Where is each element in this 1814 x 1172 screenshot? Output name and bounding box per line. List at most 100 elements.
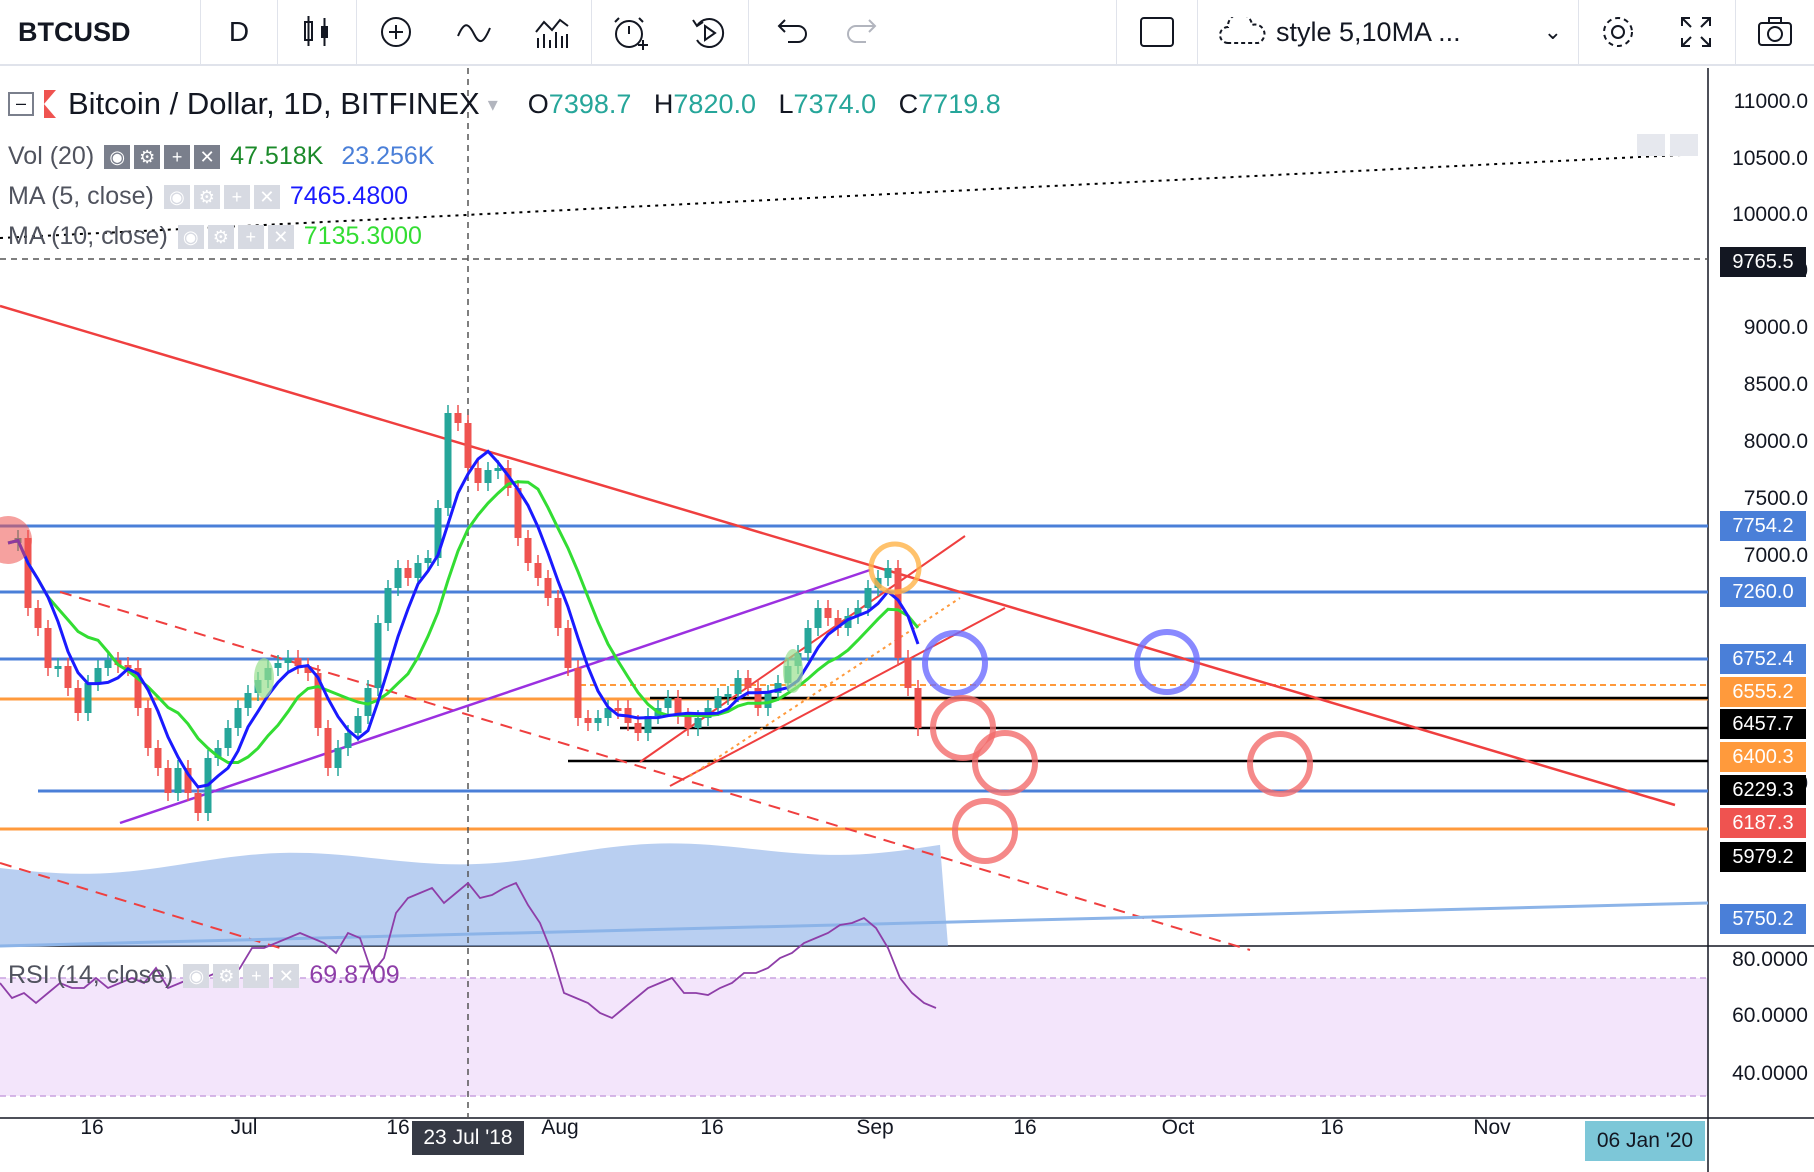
eye-icon[interactable]: ◉ <box>104 144 131 169</box>
candle-body <box>514 488 522 538</box>
add-icon[interactable]: + <box>164 144 191 169</box>
candle-body <box>34 608 42 628</box>
candle-body <box>394 568 402 588</box>
candle-body <box>524 538 532 563</box>
crosshair-date-label: 23 Jul '18 <box>412 1121 524 1155</box>
redo-icon[interactable] <box>827 0 905 65</box>
candle-body <box>734 678 742 694</box>
price-level-label: 5979.2 <box>1720 842 1806 872</box>
dashed-downtrend-line <box>59 591 1251 951</box>
candle-body <box>214 748 222 758</box>
close-icon[interactable]: ✕ <box>194 144 221 169</box>
undo-icon[interactable] <box>749 0 827 65</box>
ma5-label[interactable]: MA (5, close) <box>8 182 154 210</box>
time-tick: Jul <box>230 1116 258 1139</box>
rsi-line <box>0 881 937 1020</box>
gear-icon[interactable]: ⚙ <box>193 184 220 209</box>
interval-button[interactable]: D <box>228 16 250 47</box>
toolbar-divider <box>277 0 278 65</box>
chevron-down-icon: ⌄ <box>1543 19 1562 44</box>
price-tick: 10500.0 <box>1732 147 1808 170</box>
candle-body <box>914 688 922 728</box>
candle-body <box>804 628 812 653</box>
red-filled-marker <box>0 516 32 564</box>
symbol-title[interactable]: Bitcoin / Dollar, 1D, BITFINEX <box>68 86 480 121</box>
volume-ma-area <box>0 843 948 946</box>
close-icon[interactable]: ✕ <box>273 963 300 988</box>
price-tick: 7000.0 <box>1743 544 1808 567</box>
time-tick: 16 <box>80 1116 104 1139</box>
ma5-value: 7465.4800 <box>289 182 409 210</box>
candle-body <box>884 568 892 578</box>
bar-style-icon[interactable] <box>278 0 356 65</box>
financials-icon[interactable] <box>513 0 591 65</box>
gear-icon[interactable]: ⚙ <box>134 144 161 169</box>
eye-icon[interactable]: ◉ <box>163 184 190 209</box>
price-level-label: 6752.4 <box>1720 644 1806 674</box>
price-tick: 8000.0 <box>1743 430 1808 453</box>
candle-body <box>404 568 412 578</box>
layout-icon[interactable] <box>1117 0 1197 65</box>
goto-date-label[interactable]: 06 Jan '20 <box>1585 1121 1705 1161</box>
volume-label[interactable]: Vol (20) <box>8 142 95 170</box>
time-tick: 16 <box>1013 1116 1037 1139</box>
ma10-line <box>7 480 920 764</box>
ma10-label[interactable]: MA (10, close) <box>8 222 168 250</box>
compare-add-icon[interactable] <box>357 0 435 65</box>
toolbar-divider <box>1197 0 1198 65</box>
candle-body <box>154 748 162 768</box>
candle-body <box>244 693 252 708</box>
camera-icon[interactable] <box>1736 0 1814 65</box>
add-icon[interactable]: + <box>223 184 250 209</box>
symbol-search-button[interactable]: BTCUSD <box>18 16 131 47</box>
eye-icon[interactable]: ◉ <box>183 963 210 988</box>
candle-body <box>94 668 102 683</box>
add-icon[interactable]: + <box>237 224 264 249</box>
price-level-label: 7754.2 <box>1720 511 1806 541</box>
open-value: 7398.7 <box>548 88 632 119</box>
close-icon[interactable]: ✕ <box>253 184 280 209</box>
replay-icon[interactable] <box>670 0 748 65</box>
close-icon[interactable]: ✕ <box>267 224 294 249</box>
candle-body <box>314 673 322 728</box>
red-circle-marker <box>952 798 1018 864</box>
chevron-down-icon[interactable]: ▾ <box>487 93 498 116</box>
price-chart[interactable] <box>0 68 1814 1172</box>
candle-body <box>334 748 342 768</box>
open-label: O <box>527 88 549 119</box>
add-icon[interactable]: + <box>243 963 270 988</box>
candle-body <box>634 723 642 733</box>
candle-body <box>234 708 242 728</box>
candle-body <box>354 716 362 733</box>
ma5-controls: ◉ ⚙ + ✕ <box>163 184 280 209</box>
candle-body <box>644 716 652 733</box>
rsi-label[interactable]: RSI (14, close) <box>8 961 174 989</box>
price-tick: 11000.0 <box>1733 90 1808 113</box>
candle-body <box>664 698 672 708</box>
collapse-legend-icon[interactable]: – <box>8 92 34 116</box>
gear-icon[interactable]: ⚙ <box>213 963 240 988</box>
candle-body <box>324 728 332 768</box>
green-filled-marker <box>783 649 803 693</box>
price-tick: 8500.0 <box>1743 373 1808 396</box>
red-circle-marker <box>930 695 996 761</box>
save-load-button[interactable]: style 5,10MA ... ⌄ <box>1198 0 1578 65</box>
rsi-controls: ◉ ⚙ + ✕ <box>183 963 300 988</box>
candle-body <box>84 683 92 713</box>
alert-icon[interactable] <box>592 0 670 65</box>
symbol-flag-icon <box>44 90 56 118</box>
indicators-icon[interactable] <box>435 0 513 65</box>
candle-body <box>374 623 382 688</box>
candle-body <box>864 588 872 608</box>
settings-icon[interactable] <box>1579 0 1657 65</box>
gear-icon[interactable]: ⚙ <box>207 224 234 249</box>
scroll-up-button[interactable] <box>1670 134 1698 156</box>
rsi-tick: 80.0000 <box>1732 948 1808 971</box>
candle-body <box>284 658 292 663</box>
fullscreen-icon[interactable] <box>1657 0 1735 65</box>
rsi-tick: 40.0000 <box>1732 1062 1808 1085</box>
chart-area[interactable]: – Bitcoin / Dollar, 1D, BITFINEX ▾ O7398… <box>0 68 1814 1172</box>
scroll-down-button[interactable] <box>1637 134 1665 156</box>
candle-body <box>364 688 372 716</box>
eye-icon[interactable]: ◉ <box>177 224 204 249</box>
